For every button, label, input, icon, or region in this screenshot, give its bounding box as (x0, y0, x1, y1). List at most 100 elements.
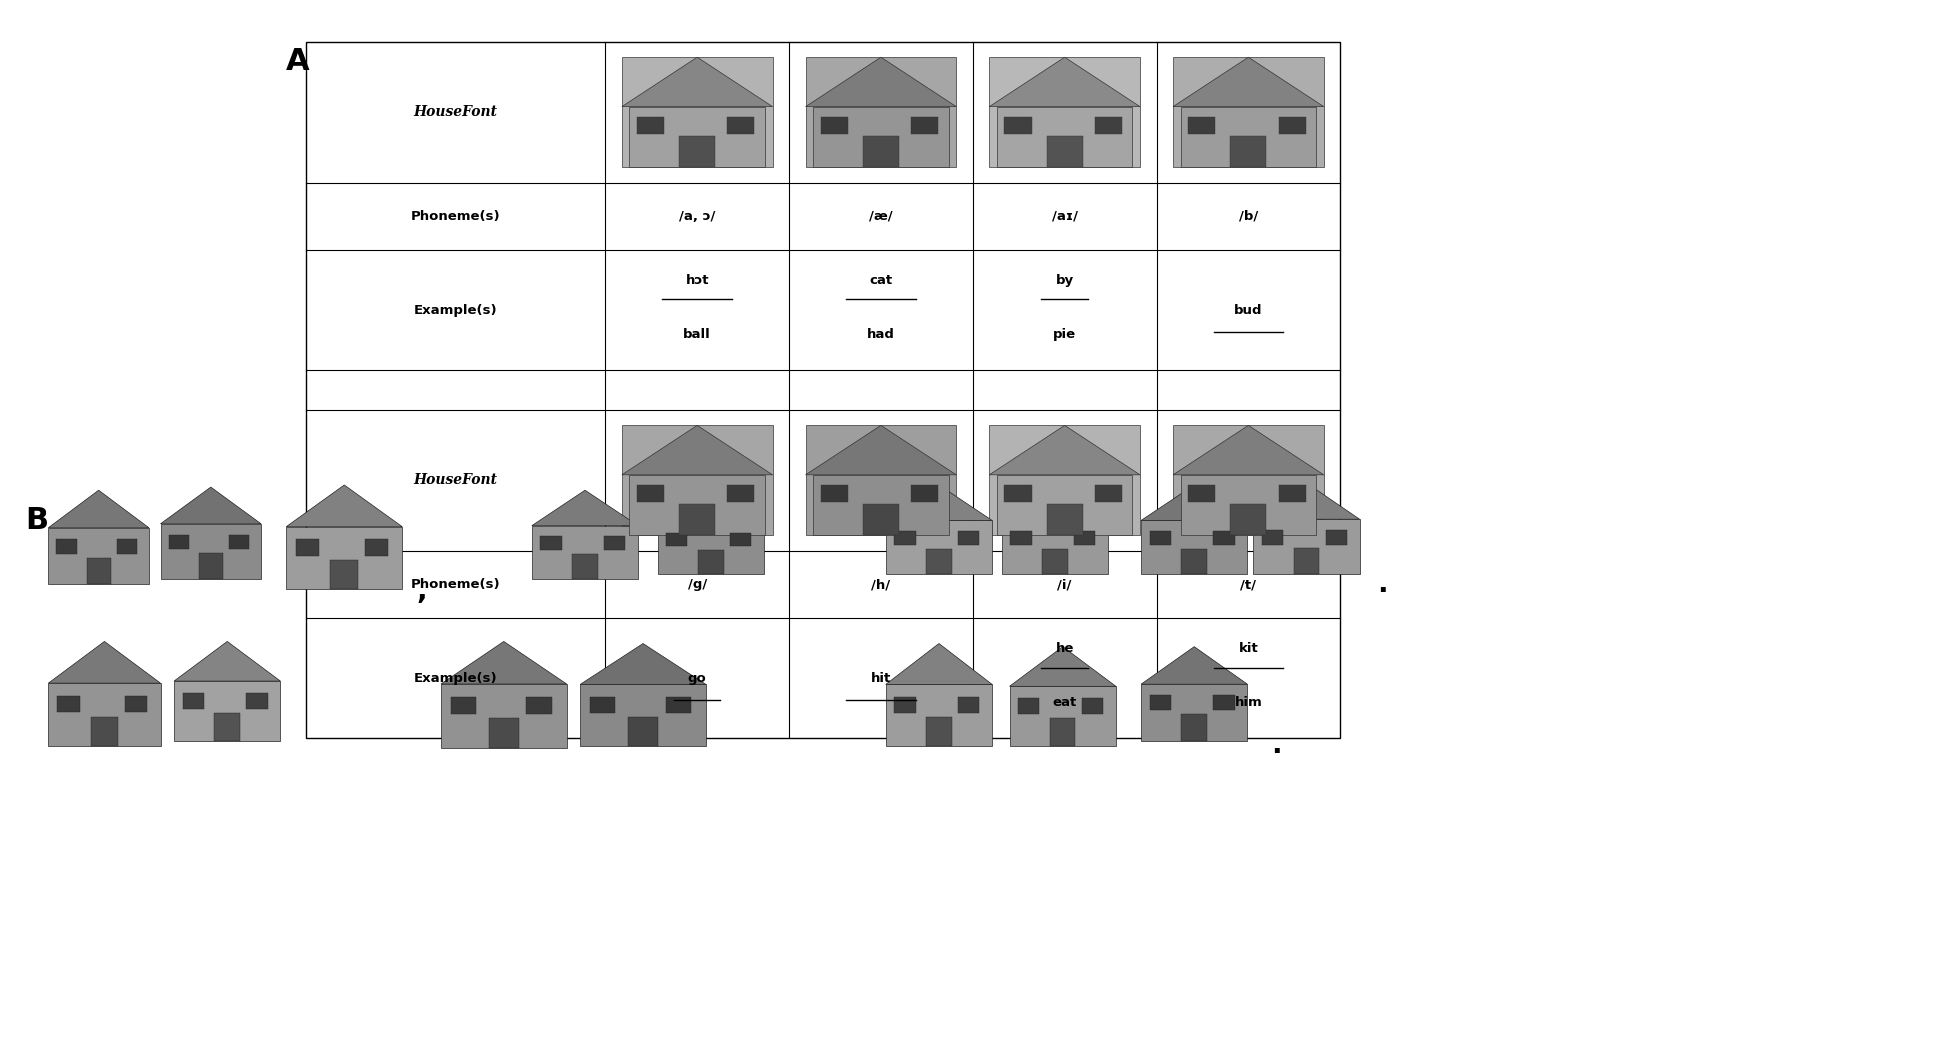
Bar (1050, 718, 1075, 746)
Bar (199, 553, 222, 579)
Text: bud: bud (1234, 304, 1263, 317)
Bar (1261, 530, 1282, 544)
Text: /g/: /g/ (689, 578, 706, 591)
Polygon shape (580, 644, 706, 684)
Bar (1182, 714, 1207, 741)
Bar (1004, 117, 1031, 135)
Bar (572, 554, 598, 579)
Bar (926, 549, 952, 574)
Bar (306, 42, 1340, 738)
Text: by: by (1056, 274, 1073, 287)
Bar (489, 718, 518, 748)
Bar (665, 533, 687, 547)
Bar (603, 536, 625, 551)
Text: pie: pie (1054, 328, 1075, 341)
Bar (286, 527, 402, 589)
Polygon shape (658, 488, 764, 523)
Polygon shape (623, 57, 772, 106)
Bar (886, 520, 992, 574)
Bar (1213, 696, 1234, 710)
Bar (91, 717, 118, 746)
Bar (87, 558, 110, 584)
Bar (806, 426, 955, 535)
Bar (1017, 698, 1039, 714)
Text: cat: cat (870, 274, 892, 287)
Text: /i/: /i/ (1058, 578, 1071, 591)
Bar (698, 550, 723, 574)
Text: he: he (1056, 642, 1073, 655)
Bar (996, 475, 1133, 535)
Text: /æ/: /æ/ (868, 210, 894, 223)
Bar (812, 106, 950, 167)
Bar (820, 117, 847, 135)
Bar (957, 697, 979, 713)
Text: .: . (1377, 571, 1389, 598)
Bar (1230, 505, 1267, 535)
Bar (1182, 549, 1207, 574)
Bar (1081, 698, 1102, 714)
Bar (1004, 485, 1031, 503)
Bar (58, 696, 79, 712)
Bar (48, 528, 149, 584)
Bar (957, 531, 979, 545)
Polygon shape (806, 426, 955, 475)
Bar (580, 684, 706, 746)
Bar (366, 539, 389, 556)
Polygon shape (1174, 57, 1323, 106)
Text: HouseFont: HouseFont (414, 474, 497, 487)
Bar (1042, 549, 1068, 574)
Bar (812, 475, 950, 535)
Bar (1010, 531, 1031, 545)
Bar (116, 539, 137, 554)
Bar (161, 524, 261, 579)
Bar (540, 536, 561, 551)
Text: ,: , (416, 578, 427, 605)
Bar (727, 117, 754, 135)
Bar (1180, 475, 1317, 535)
Text: /aɪ/: /aɪ/ (1052, 210, 1077, 223)
Bar (658, 523, 764, 574)
Text: /b/: /b/ (1240, 210, 1257, 223)
Text: Phoneme(s): Phoneme(s) (410, 210, 501, 223)
Bar (863, 505, 899, 535)
Bar (1141, 684, 1247, 741)
Bar (1046, 505, 1083, 535)
Text: kit: kit (1238, 642, 1259, 655)
Bar (665, 697, 690, 713)
Bar (629, 106, 766, 167)
Bar (1149, 531, 1170, 545)
Polygon shape (1253, 483, 1360, 519)
Bar (1278, 485, 1305, 503)
Text: /h/: /h/ (872, 578, 890, 591)
Bar (679, 137, 716, 167)
Text: B: B (25, 506, 48, 535)
Polygon shape (806, 57, 955, 106)
Bar (1174, 57, 1323, 167)
Bar (679, 505, 716, 535)
Bar (629, 718, 658, 746)
Polygon shape (1010, 647, 1116, 686)
Bar (532, 526, 638, 579)
Bar (1213, 531, 1234, 545)
Bar (441, 684, 567, 748)
Bar (1046, 137, 1083, 167)
Text: HouseFont: HouseFont (414, 105, 497, 119)
Polygon shape (532, 490, 638, 526)
Polygon shape (161, 487, 261, 524)
Polygon shape (1174, 426, 1323, 475)
Polygon shape (1141, 485, 1247, 520)
Bar (1002, 520, 1108, 574)
Bar (996, 106, 1133, 167)
Bar (1278, 117, 1305, 135)
Bar (168, 535, 190, 550)
Bar (820, 485, 847, 503)
Bar (1095, 117, 1122, 135)
Bar (1325, 530, 1346, 544)
Bar (1095, 485, 1122, 503)
Bar (296, 539, 319, 556)
Polygon shape (48, 490, 149, 528)
Polygon shape (990, 426, 1139, 475)
Bar (1174, 426, 1323, 535)
Bar (894, 697, 915, 713)
Bar (623, 57, 772, 167)
